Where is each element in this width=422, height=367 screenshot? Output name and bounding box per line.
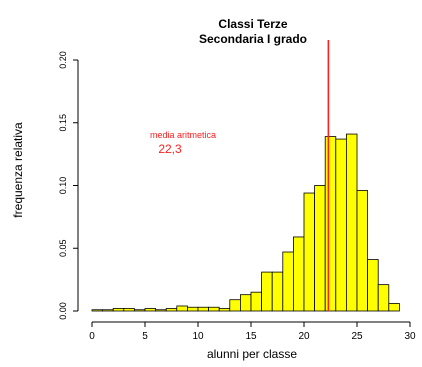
histogram-bar: [345, 133, 358, 312]
histogram-bar: [377, 284, 390, 312]
x-tick-label: 25: [351, 331, 363, 342]
y-tick-label: 0.10: [58, 177, 68, 195]
histogram-bar: [133, 309, 146, 312]
histogram-bar: [282, 251, 294, 312]
histogram-bar: [91, 309, 103, 312]
y-axis-label: frequenza relativa: [11, 122, 25, 218]
y-tick-label: 0.20: [58, 51, 68, 69]
histogram-bar: [303, 192, 316, 312]
chart-title-line-2: Secondaria I grado: [199, 32, 307, 46]
histogram-bar: [144, 308, 156, 312]
histogram-bar: [155, 309, 167, 312]
histogram-bar: [165, 308, 178, 312]
histogram-bars: [91, 133, 400, 312]
histogram-bar: [292, 236, 305, 312]
histogram-bar: [197, 306, 209, 312]
mean-annotation-value: 22,3: [158, 142, 182, 156]
mean-annotation-label: media aritmetica: [150, 130, 216, 140]
histogram-bar: [261, 271, 273, 312]
x-tick-label: 5: [142, 331, 148, 342]
histogram-bar: [229, 299, 241, 312]
histogram-bar: [367, 259, 379, 312]
y-tick-label: 0.00: [58, 302, 68, 320]
histogram-bar: [250, 291, 263, 312]
x-tick-label: 10: [192, 331, 204, 342]
histogram-bar: [335, 138, 347, 312]
x-axis: 0 5 10 15 20 25 30: [89, 321, 416, 342]
histogram-bar: [239, 294, 252, 312]
x-tick-label: 30: [404, 331, 416, 342]
chart-title-line-1: Classi Terze: [218, 17, 287, 31]
y-axis: 0.00 0.05 0.10 0.15 0.20: [58, 51, 79, 320]
histogram-bar: [324, 136, 337, 312]
x-axis-label: alunni per classe: [207, 347, 297, 361]
histogram-bar: [356, 190, 369, 312]
histogram-bar: [208, 306, 220, 312]
x-tick-label: 20: [298, 331, 310, 342]
x-tick-label: 0: [89, 331, 95, 342]
histogram-bar: [102, 309, 114, 312]
histogram-bar: [123, 308, 135, 312]
y-tick-label: 0.05: [58, 239, 68, 257]
y-tick-label: 0.15: [58, 114, 68, 132]
histogram-bar: [314, 185, 326, 312]
x-tick-label: 15: [245, 331, 257, 342]
histogram-bar: [176, 305, 188, 312]
histogram-bar: [218, 308, 231, 312]
histogram-bar: [186, 306, 199, 312]
histogram-bar: [271, 271, 284, 312]
histogram-bar: [112, 308, 125, 312]
histogram-bar: [388, 303, 400, 312]
